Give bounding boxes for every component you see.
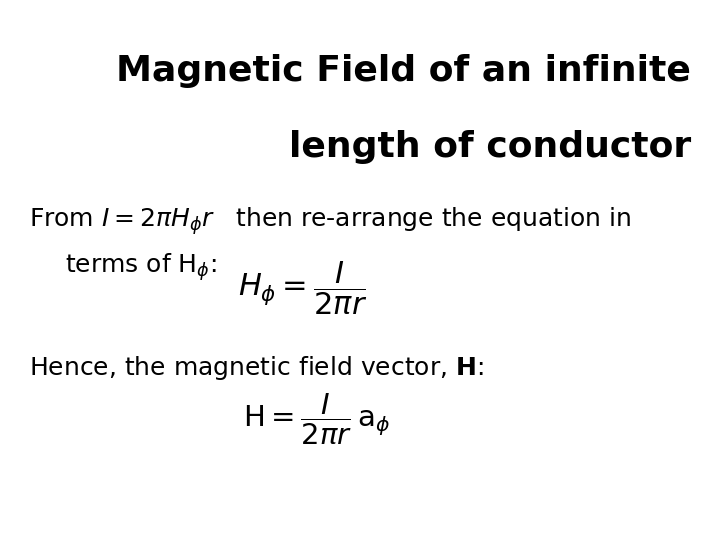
Text: From $I = 2\pi H_{\phi}r$   then re-arrange the equation in: From $I = 2\pi H_{\phi}r$ then re-arrang… [29,205,631,237]
Text: Hence, the magnetic field vector, $\mathbf{H}$:: Hence, the magnetic field vector, $\math… [29,354,484,382]
Text: length of conductor: length of conductor [289,130,691,164]
Text: $H_{\phi} = \dfrac{I}{2\pi r}$: $H_{\phi} = \dfrac{I}{2\pi r}$ [238,259,367,317]
Text: Magnetic Field of an infinite: Magnetic Field of an infinite [117,54,691,88]
Text: $\mathrm{H} = \dfrac{I}{2\pi r}\,\mathrm{a}_{\phi}$: $\mathrm{H} = \dfrac{I}{2\pi r}\,\mathrm… [243,392,390,447]
Text: terms of $\mathrm{H}_{\phi}$:: terms of $\mathrm{H}_{\phi}$: [65,251,217,283]
